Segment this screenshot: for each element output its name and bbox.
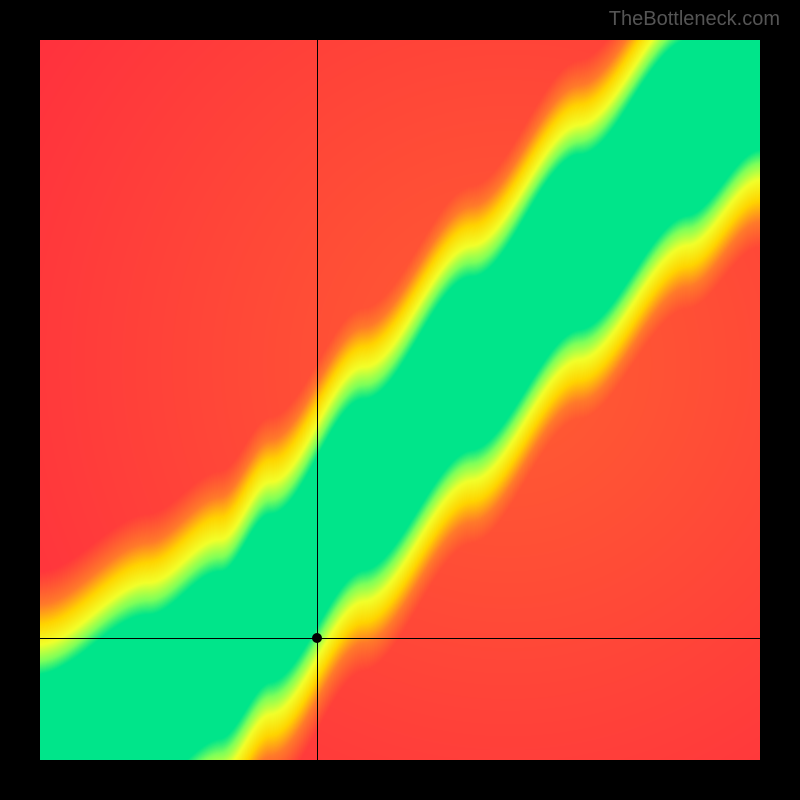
crosshair-horizontal [40, 638, 760, 639]
marker-dot [312, 633, 322, 643]
crosshair-vertical [317, 40, 318, 760]
plot-area [40, 40, 760, 760]
heatmap-canvas [40, 40, 760, 760]
watermark-text: TheBottleneck.com [609, 8, 780, 31]
